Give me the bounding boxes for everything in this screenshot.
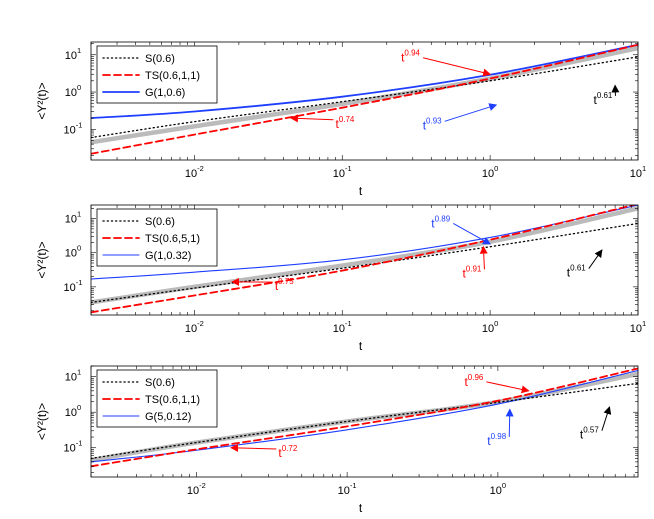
annotation-arrow xyxy=(453,223,491,245)
annotation-label: t0.91 xyxy=(462,264,481,280)
series-group xyxy=(91,367,638,468)
series-line-g-1-0-6 xyxy=(91,43,638,119)
x-tick-label: 10-1 xyxy=(338,481,357,497)
x-tick-label: 10-1 xyxy=(333,164,352,180)
panel-1: 10-2 10-1 100 101 10-1 100 101 t <Y²(t)> S(0.6) TS… xyxy=(35,41,646,198)
y-tick-label: 101 xyxy=(65,46,81,62)
annotation-label: t0.61 xyxy=(567,264,586,280)
y-axis-label: <Y²(t)> xyxy=(35,403,49,440)
annotation-arrow xyxy=(422,57,492,77)
x-tick-label: 100 xyxy=(482,319,498,335)
y-tick-label: 100 xyxy=(65,83,81,99)
plot-frame xyxy=(90,204,639,316)
legend-label: TS(0.6,5,1) xyxy=(145,233,200,245)
plot-frame xyxy=(90,41,639,161)
annotation-arrow xyxy=(588,249,603,269)
x-tick-label: 10-2 xyxy=(185,164,204,180)
annotation-arrow xyxy=(486,381,530,394)
y-axis-label: <Y²(t)> xyxy=(35,241,49,278)
annotation-arrow xyxy=(289,114,334,123)
legend-label: S(0.6) xyxy=(145,377,175,389)
series-line-reference xyxy=(91,45,638,145)
annotation-arrow xyxy=(479,245,488,270)
legend: S(0.6) TS(0.6,1,1) G(5,0.12) xyxy=(96,369,218,428)
y-axis-label: <Y²(t)> xyxy=(35,82,49,119)
y-tick-label: 10-1 xyxy=(64,278,83,294)
plot-frame xyxy=(90,365,639,478)
panel-2: 10-2 10-1 100 101 10-1 100 101 t <Y²(t)> S(0.6) TS… xyxy=(35,204,646,353)
series-line-ts-0-6-1-1 xyxy=(91,43,638,155)
x-tick-label: 101 xyxy=(630,164,646,180)
annotation-label: t0.94 xyxy=(401,49,420,65)
annotation-arrow xyxy=(505,408,514,437)
x-tick-label: 10-2 xyxy=(185,319,204,335)
annotation-label: t0.72 xyxy=(278,444,297,460)
x-tick-label: 100 xyxy=(490,481,506,497)
annotation-arrow xyxy=(444,103,498,122)
y-tick-label: 101 xyxy=(65,210,81,226)
legend: S(0.6) TS(0.6,5,1) G(1,0.32) xyxy=(96,208,218,267)
annotation-label: t0.96 xyxy=(464,373,483,389)
panels: 10-2 10-1 100 101 10-1 100 101 t <Y²(t)> S(0.6) TS… xyxy=(35,41,646,515)
annotation-label: t0.74 xyxy=(335,115,354,131)
y-tick-label: 10-1 xyxy=(64,439,83,455)
series-line-s-0-6 xyxy=(91,382,638,460)
series-line-ts-0-6-1-1 xyxy=(91,367,638,468)
series-line-s-0-6 xyxy=(91,56,638,139)
panel-3: 10-2 10-1 100 10-1 100 101 t <Y²(t)> S(0.6) TS(0.… xyxy=(35,365,639,515)
legend-label: TS(0.6,1,1) xyxy=(145,394,200,406)
y-tick-label: 101 xyxy=(65,368,81,384)
series-group xyxy=(91,205,638,314)
series-line-ts-0-6-5-1 xyxy=(91,205,638,314)
annotation-arrow xyxy=(230,443,277,452)
legend-label: TS(0.6,1,1) xyxy=(145,70,200,82)
y-tick-label: 100 xyxy=(65,403,81,419)
annotation-label: t0.98 xyxy=(487,432,506,448)
annotation-label: t0.75 xyxy=(275,277,294,293)
series-line-s-0-6 xyxy=(91,222,638,304)
annotation-arrow xyxy=(601,406,612,431)
x-axis-label: t xyxy=(359,184,363,198)
series-group xyxy=(91,43,638,155)
annotation-label: t0.89 xyxy=(431,214,450,230)
series-line-reference xyxy=(91,206,638,305)
x-tick-label: 100 xyxy=(482,164,498,180)
annotation-label: t0.61 xyxy=(593,91,612,107)
x-axis-label: t xyxy=(359,339,363,353)
annotation-label: t0.57 xyxy=(580,426,599,442)
x-axis-label: t xyxy=(359,501,363,515)
legend-label: S(0.6) xyxy=(145,216,175,228)
legend: S(0.6) TS(0.6,1,1) G(1,0.6) xyxy=(96,45,218,104)
x-tick-label: 10-2 xyxy=(187,481,206,497)
legend-label: G(1,0.6) xyxy=(145,87,185,99)
legend-label: G(5,0.12) xyxy=(145,411,191,423)
legend-label: S(0.6) xyxy=(145,53,175,65)
y-tick-label: 10-1 xyxy=(64,120,83,136)
annotation-label: t0.93 xyxy=(423,116,442,132)
y-tick-label: 100 xyxy=(65,244,81,260)
legend-label: G(1,0.32) xyxy=(145,250,191,262)
x-tick-label: 101 xyxy=(630,319,646,335)
x-tick-label: 10-1 xyxy=(333,319,352,335)
